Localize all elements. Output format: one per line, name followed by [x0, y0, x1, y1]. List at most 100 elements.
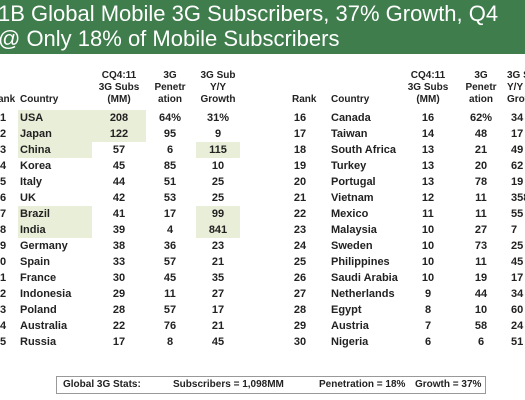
penetration-cell: 73	[474, 240, 488, 252]
table-row: 4 Korea 45 85 10	[0, 158, 262, 174]
rank-cell: 30	[293, 336, 307, 348]
subs-cell: 39	[112, 224, 126, 236]
header-subs-l3: (MM)	[107, 94, 131, 105]
header-growth-right: 3G Su Y/Y Grow	[507, 70, 525, 106]
growth-cell: 25	[211, 192, 225, 204]
growth-cell: 21	[211, 256, 225, 268]
subs-cell: 13	[421, 160, 435, 172]
country-cell: Netherlands	[331, 288, 395, 300]
penetration-cell: 48	[474, 128, 488, 140]
subs-cell: 7	[424, 320, 432, 332]
rank-cell: 4	[0, 160, 7, 172]
header-country-right: Country	[331, 94, 370, 105]
left-table-rows: 1 USA 208 64% 31% 2 Japan 122 95 9 3 China 57 6 115 4 Ko…	[0, 110, 262, 350]
header-subs-right: CQ4:11 3G Subs (MM)	[400, 70, 456, 106]
growth-cell: 17	[511, 272, 524, 284]
stats-penetration: Penetration = 18%	[319, 379, 406, 390]
header-growth-l2: Y/Y	[209, 82, 227, 93]
header-pen-right-l2: Penetr	[465, 82, 497, 93]
growth-cell: 17	[511, 128, 524, 140]
subs-cell: 29	[112, 288, 126, 300]
table-row: 2 Japan 122 95 9	[0, 126, 262, 142]
header-growth-right-l3: Grow	[507, 94, 525, 105]
table-row: 21 Vietnam 12 11 358	[285, 190, 525, 206]
growth-cell: 7	[511, 224, 518, 236]
subs-cell: 14	[421, 128, 435, 140]
country-cell: China	[18, 142, 92, 158]
header-rank-right: Rank	[292, 94, 317, 105]
country-cell: Indonesia	[20, 288, 72, 300]
penetration-cell: 10	[474, 304, 488, 316]
rank-cell: 5	[0, 336, 7, 348]
country-cell: Canada	[331, 112, 371, 124]
growth-cell: 21	[211, 320, 225, 332]
growth-cell: 24	[511, 320, 524, 332]
country-cell: Saudi Arabia	[331, 272, 398, 284]
rank-cell: 8	[0, 224, 7, 236]
growth-cell: 60	[511, 304, 524, 316]
table-row: 5 Russia 17 8 45	[0, 334, 262, 350]
table-row: 7 Brazil 41 17 99	[0, 206, 262, 222]
rank-cell: 1	[0, 272, 7, 284]
subs-cell: 33	[112, 256, 126, 268]
penetration-cell: 20	[474, 160, 488, 172]
table-row: 17 Taiwan 14 48 17	[285, 126, 525, 142]
subs-cell: 13	[421, 144, 435, 156]
country-cell: Germany	[20, 240, 68, 252]
rank-cell: 9	[0, 240, 7, 252]
header-penetration: 3G Penetr ation	[150, 70, 190, 106]
rank-cell: 21	[293, 192, 307, 204]
growth-cell: 27	[211, 288, 225, 300]
rank-cell: 6	[0, 192, 7, 204]
header-subs: CQ4:11 3G Subs (MM)	[90, 70, 148, 106]
header-pen-l3: ation	[158, 94, 182, 105]
penetration-cell: 85	[163, 160, 177, 172]
table-row: 6 UK 42 53 25	[0, 190, 262, 206]
growth-cell: 10	[211, 160, 225, 172]
subs-cell: 42	[112, 192, 126, 204]
penetration-cell: 53	[163, 192, 177, 204]
growth-cell: 62	[511, 160, 524, 172]
left-table-header: ank Country CQ4:11 3G Subs (MM) 3G Penet…	[0, 60, 262, 110]
country-cell: UK	[20, 192, 36, 204]
header-subs-l1: CQ4:11	[101, 70, 137, 81]
rank-cell: 2	[0, 128, 7, 140]
country-cell: Portugal	[331, 176, 376, 188]
header-pen-l1: 3G	[163, 70, 177, 81]
subs-cell: 6	[424, 336, 432, 348]
table-row: 1 USA 208 64% 31%	[0, 110, 262, 126]
subs-cell: 9	[424, 288, 432, 300]
table-row: 8 India 39 4 841	[0, 222, 262, 238]
subs-cell: 30	[112, 272, 126, 284]
header-pen-right-l3: ation	[469, 94, 493, 105]
growth-cell: 25	[211, 176, 225, 188]
growth-cell: 25	[511, 240, 524, 252]
header-growth-right-l2: Y/Y	[507, 82, 524, 93]
penetration-cell: 6	[166, 144, 174, 156]
header-growth-l1: 3G Sub	[200, 70, 236, 81]
subs-cell: 10	[421, 256, 435, 268]
subs-cell: 17	[112, 336, 126, 348]
left-table: ank Country CQ4:11 3G Subs (MM) 3G Penet…	[0, 60, 262, 350]
growth-cell: 19	[511, 176, 524, 188]
country-cell: USA	[18, 110, 92, 126]
penetration-cell: 45	[163, 272, 177, 284]
growth-cell: 23	[211, 240, 225, 252]
rank-cell: 4	[0, 320, 7, 332]
rank-cell: 5	[0, 176, 7, 188]
title-line-1: 1B Global Mobile 3G Subscribers, 37% Gro…	[0, 1, 499, 26]
penetration-cell: 11	[475, 256, 487, 268]
table-row: 3 China 57 6 115	[0, 142, 262, 158]
penetration-cell: 27	[474, 224, 488, 236]
rank-cell: 3	[0, 144, 7, 156]
header-subs-l2: 3G Subs	[98, 82, 140, 93]
growth-cell: 35	[211, 272, 225, 284]
penetration-cell: 57	[163, 304, 177, 316]
country-cell: France	[20, 272, 57, 284]
rank-cell: 23	[293, 224, 307, 236]
growth-cell: 34	[511, 288, 524, 300]
subs-cell: 8	[424, 304, 432, 316]
rank-cell: 26	[293, 272, 307, 284]
table-row: 20 Portugal 13 78 19	[285, 174, 525, 190]
stats-label: Global 3G Stats:	[63, 379, 141, 390]
